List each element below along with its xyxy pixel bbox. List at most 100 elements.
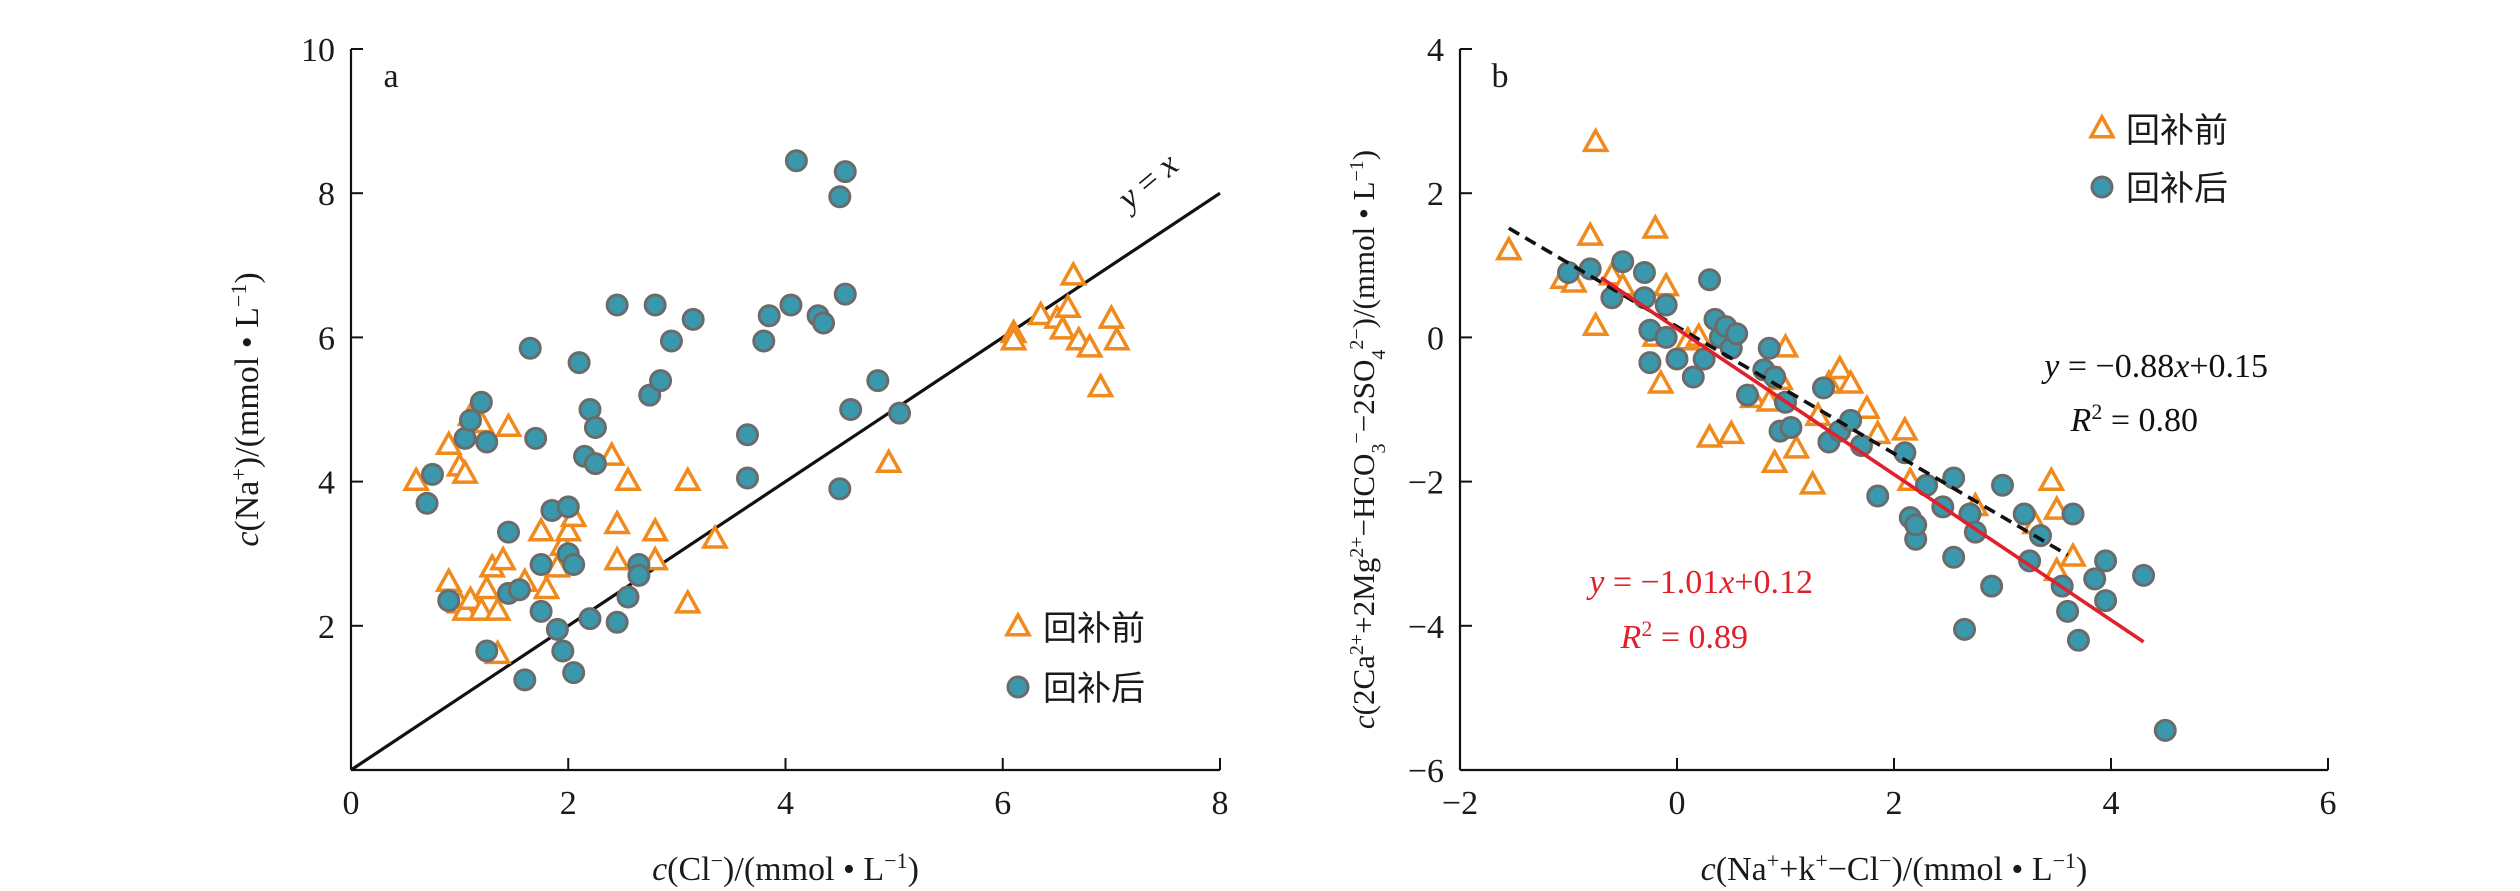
point-circle bbox=[1725, 322, 1749, 346]
point-triangle bbox=[1097, 303, 1126, 329]
point-circle bbox=[2094, 549, 2118, 573]
point-circle bbox=[583, 452, 607, 476]
point-circle bbox=[458, 408, 482, 432]
fit-line-after bbox=[1600, 276, 2145, 644]
point-triangle bbox=[1048, 314, 1077, 340]
point-triangle bbox=[700, 523, 729, 549]
point-circle bbox=[812, 311, 836, 335]
point-circle bbox=[415, 491, 439, 515]
point-circle bbox=[757, 304, 781, 328]
point-triangle bbox=[1576, 220, 1605, 246]
point-circle bbox=[1611, 250, 1635, 274]
point-triangle bbox=[597, 440, 626, 466]
legend-label-after: 回补后 bbox=[1043, 670, 1145, 708]
point-circle bbox=[1736, 383, 1760, 407]
point-triangle bbox=[1890, 415, 1919, 441]
point-circle bbox=[2066, 628, 2090, 652]
point-circle bbox=[828, 477, 852, 501]
point-circle bbox=[2083, 567, 2107, 591]
x-axis-label-b: c(Na++k+−Cl−)/(mmol • L−1) bbox=[1701, 848, 2088, 889]
point-circle bbox=[1980, 574, 2004, 598]
point-circle bbox=[1654, 325, 1678, 349]
point-circle bbox=[1866, 484, 1890, 508]
point-circle bbox=[659, 329, 683, 353]
point-triangle bbox=[1852, 393, 1881, 419]
legend-marker-triangle bbox=[1004, 611, 1032, 637]
point-circle bbox=[2018, 549, 2042, 573]
y-tick-label: 4 bbox=[318, 465, 335, 502]
x-tick-label: 0 bbox=[343, 785, 360, 822]
point-circle bbox=[1991, 473, 2014, 497]
point-triangle bbox=[472, 574, 501, 600]
y-tick-label: 4 bbox=[1427, 32, 1444, 69]
x-tick-label: 8 bbox=[1212, 785, 1229, 822]
point-circle bbox=[1698, 268, 1722, 292]
point-triangle bbox=[641, 516, 670, 542]
point-circle bbox=[616, 585, 640, 609]
x-tick-label: −2 bbox=[1442, 785, 1478, 822]
point-circle bbox=[1942, 545, 1966, 569]
fit-line-before bbox=[1507, 226, 2069, 557]
point-circle bbox=[524, 426, 548, 450]
point-circle bbox=[752, 329, 776, 353]
point-circle bbox=[681, 307, 705, 331]
point-circle bbox=[475, 430, 499, 454]
reference-line-label: y = x bbox=[1108, 146, 1185, 219]
point-circle bbox=[475, 639, 499, 663]
point-circle bbox=[1638, 351, 1662, 375]
point-circle bbox=[2132, 563, 2156, 587]
point-triangle bbox=[2059, 541, 2087, 567]
point-triangle bbox=[1717, 419, 1746, 445]
point-triangle bbox=[1086, 372, 1115, 398]
point-triangle bbox=[1695, 422, 1724, 448]
point-circle bbox=[643, 293, 667, 317]
legend-marker-circle bbox=[2090, 175, 2114, 199]
point-circle bbox=[888, 401, 912, 425]
point-circle bbox=[735, 423, 759, 447]
point-triangle bbox=[614, 465, 642, 492]
x-tick-label: 2 bbox=[560, 785, 577, 822]
y-tick-label: −6 bbox=[1408, 753, 1444, 790]
axes-panel-b: −2 0 2 4 6 −6 −4 −2 0 2 4 b y = −0.88x+0.15 R2 = 0.80… bbox=[1346, 32, 2337, 888]
point-circle bbox=[735, 466, 759, 490]
point-circle bbox=[578, 607, 602, 631]
y-tick-label: 0 bbox=[1427, 320, 1444, 357]
point-circle bbox=[513, 668, 537, 692]
point-triangle bbox=[554, 516, 583, 542]
point-triangle bbox=[603, 545, 632, 571]
point-triangle bbox=[1798, 469, 1827, 495]
point-triangle bbox=[1836, 368, 1865, 394]
y-tick-label: 8 bbox=[318, 176, 335, 213]
point-circle bbox=[1839, 408, 1863, 432]
point-circle bbox=[2056, 599, 2080, 623]
point-triangle bbox=[999, 325, 1028, 351]
point-circle bbox=[833, 160, 857, 184]
point-circle bbox=[518, 336, 542, 360]
point-circle bbox=[1654, 293, 1678, 317]
point-triangle bbox=[527, 516, 556, 542]
point-triangle bbox=[532, 574, 561, 600]
point-triangle bbox=[673, 588, 702, 614]
y-tick-label: −4 bbox=[1408, 609, 1444, 646]
series-circle bbox=[1557, 250, 2177, 742]
legend-label-after: 回补后 bbox=[2126, 170, 2228, 208]
point-circle bbox=[420, 462, 444, 486]
point-circle bbox=[1942, 466, 1966, 490]
r2-after: R2 = 0.89 bbox=[1620, 616, 1748, 657]
point-triangle bbox=[1581, 127, 1610, 153]
y-tick-label: −2 bbox=[1408, 465, 1444, 502]
equation-before: y = −0.88x+0.15 bbox=[2041, 348, 2268, 385]
point-circle bbox=[627, 563, 651, 587]
reference-line-y-eq-x bbox=[350, 191, 1221, 772]
point-triangle bbox=[434, 566, 463, 592]
panel-letter-b: b bbox=[1492, 58, 1509, 95]
equation-after: y = −1.01x+0.12 bbox=[1586, 564, 1813, 601]
point-circle bbox=[784, 149, 808, 173]
x-tick-label: 6 bbox=[2320, 785, 2337, 822]
point-circle bbox=[779, 293, 803, 317]
point-triangle bbox=[1825, 354, 1854, 380]
point-circle bbox=[545, 617, 569, 641]
